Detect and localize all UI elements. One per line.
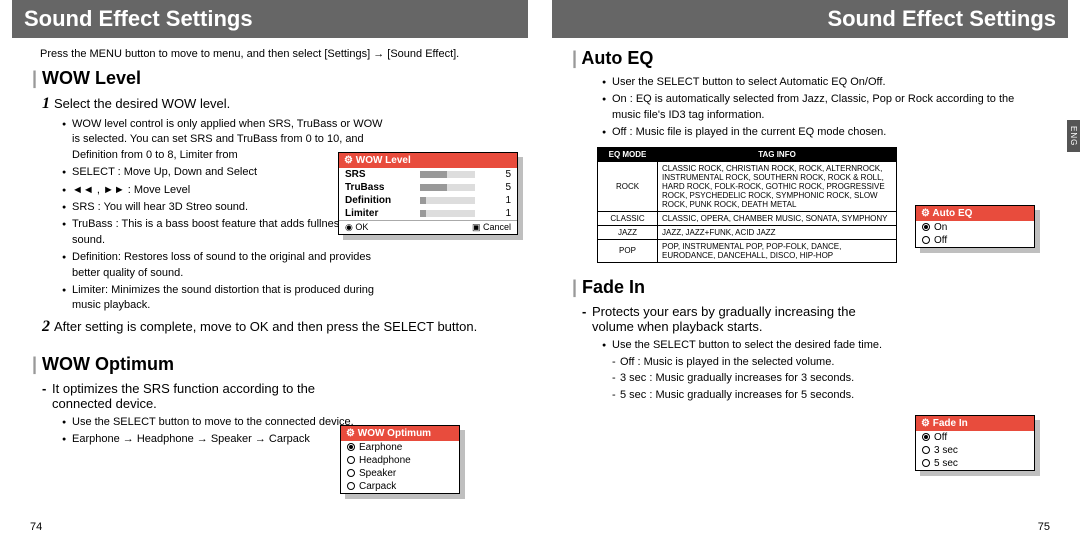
eq-table: EQ MODETAG INFO ROCKCLASSIC ROCK, CHRIST… bbox=[597, 147, 897, 263]
left-page: Sound Effect Settings Press the MENU but… bbox=[0, 0, 540, 539]
radio-option: On bbox=[916, 221, 1034, 234]
fade-in-bullets: Use the SELECT button to select the desi… bbox=[602, 338, 1068, 353]
right-page: Sound Effect Settings Auto EQ User the S… bbox=[540, 0, 1080, 539]
auto-eq-widget: ⚙ Auto EQ OnOff bbox=[915, 205, 1035, 248]
list-item: User the SELECT button to select Automat… bbox=[602, 75, 1042, 90]
fade-in-dash: Off : Music is played in the selected vo… bbox=[612, 355, 1068, 403]
radio-option: Off bbox=[916, 234, 1034, 247]
radio-option: Off bbox=[916, 431, 1034, 444]
table-row: POPPOP, INSTRUMENTAL POP, POP-FOLK, DANC… bbox=[598, 239, 897, 262]
radio-option: Headphone bbox=[341, 454, 459, 467]
table-row: ROCKCLASSIC ROCK, CHRISTIAN ROCK, ROCK, … bbox=[598, 161, 897, 211]
wow-level-widget: ⚙ WOW Level SRS5TruBass5Definition1Limit… bbox=[338, 152, 518, 235]
list-item: Limiter: Minimizes the sound distortion … bbox=[62, 283, 392, 314]
wow-optimum-widget: ⚙ WOW Optimum EarphoneHeadphoneSpeakerCa… bbox=[340, 425, 460, 494]
list-item: On : EQ is automatically selected from J… bbox=[602, 92, 1042, 123]
gear-icon: ⚙ bbox=[344, 155, 353, 166]
language-tab: ENG bbox=[1067, 120, 1080, 152]
gear-icon: ⚙ bbox=[921, 418, 930, 429]
auto-eq-bullets: User the SELECT button to select Automat… bbox=[602, 75, 1042, 141]
banner-right: Sound Effect Settings bbox=[552, 0, 1068, 38]
gear-icon: ⚙ bbox=[346, 428, 355, 439]
radio-option: Carpack bbox=[341, 480, 459, 493]
slider-row: SRS5 bbox=[339, 168, 517, 181]
table-row: JAZZJAZZ, JAZZ+FUNK, ACID JAZZ bbox=[598, 225, 897, 239]
fade-in-widget: ⚙ Fade In Off3 sec5 sec bbox=[915, 415, 1035, 471]
list-item: Off : Music file is played in the curren… bbox=[602, 125, 1042, 140]
list-item: Use the SELECT button to select the desi… bbox=[602, 338, 932, 353]
banner-left: Sound Effect Settings bbox=[12, 0, 528, 38]
slider-row: Definition1 bbox=[339, 194, 517, 207]
table-row: CLASSICCLASSIC, OPERA, CHAMBER MUSIC, SO… bbox=[598, 211, 897, 225]
radio-option: Earphone bbox=[341, 441, 459, 454]
auto-eq-heading: Auto EQ bbox=[572, 48, 1068, 69]
fade-in-intro: Protects your ears by gradually increasi… bbox=[582, 304, 882, 334]
wow-level-step1: 1Select the desired WOW level. bbox=[42, 95, 528, 113]
slider-row: Limiter1 bbox=[339, 207, 517, 220]
list-item: Definition: Restores loss of sound to th… bbox=[62, 250, 392, 281]
radio-option: Speaker bbox=[341, 467, 459, 480]
radio-option: 5 sec bbox=[916, 457, 1034, 470]
wow-level-step2: 2After setting is complete, move to OK a… bbox=[42, 318, 528, 336]
list-item: Off : Music is played in the selected vo… bbox=[612, 355, 1068, 370]
wow-level-heading: WOW Level bbox=[32, 68, 528, 89]
wow-optimum-heading: WOW Optimum bbox=[32, 354, 528, 375]
slider-row: TruBass5 bbox=[339, 181, 517, 194]
gear-icon: ⚙ bbox=[921, 208, 930, 219]
wow-optimum-intro: It optimizes the SRS function according … bbox=[42, 381, 342, 411]
menu-note: Press the MENU button to move to menu, a… bbox=[40, 48, 528, 60]
list-item: 5 sec : Music gradually increases for 5 … bbox=[612, 388, 1068, 403]
page-number-right: 75 bbox=[1038, 521, 1050, 533]
list-item: 3 sec : Music gradually increases for 3 … bbox=[612, 371, 1068, 386]
page-number-left: 74 bbox=[30, 521, 42, 533]
radio-option: 3 sec bbox=[916, 444, 1034, 457]
fade-in-heading: Fade In bbox=[572, 277, 1068, 298]
